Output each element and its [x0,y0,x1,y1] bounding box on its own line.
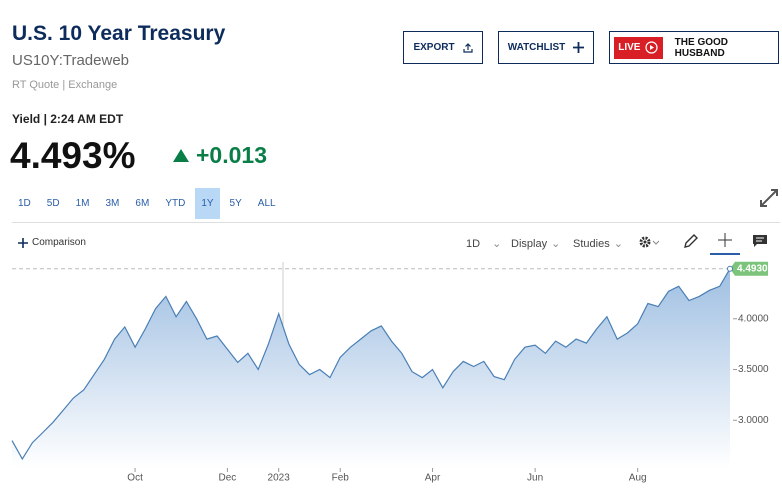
change-value: +0.013 [196,142,267,168]
draw-icon[interactable] [683,233,699,249]
interval-tool[interactable]: 1D ⌄ [466,237,502,251]
line [11,268,731,461]
live-button[interactable]: LIVE THE GOOD HUSBAND [609,31,779,64]
last-value-label: 4.4930 [737,263,768,274]
comparison-label: Comparison [32,237,86,248]
area-fill [12,268,730,468]
live-label: LIVE [618,42,641,53]
plus-icon [573,42,585,53]
last-value-tag [730,261,768,276]
play-icon [645,41,659,54]
interval-label: 1D [466,237,481,250]
studies-tool[interactable]: Studies ⌄ [573,237,623,251]
range-button[interactable]: 5Y [229,198,242,209]
range-button[interactable]: 6M [135,198,150,209]
show-label: THE GOOD HUSBAND [674,36,729,59]
range-button[interactable]: 3M [105,198,120,209]
price: 4.493% [10,135,136,176]
live-tag: LIVE [614,36,663,59]
x-tick-label: Aug [629,473,647,484]
yield-label: Yield | 2:24 AM EDT [12,112,124,126]
export-button[interactable]: EXPORT [403,31,483,64]
divider [12,222,780,223]
watchlist-label: WATCHLIST [507,42,566,53]
range-button[interactable]: ALL [257,198,276,209]
x-tick-label: Dec [219,473,237,484]
range-button[interactable]: 1M [75,198,90,209]
change: +0.013 [172,142,267,169]
export-label: EXPORT [413,42,455,53]
display-tool[interactable]: Display ⌄ [511,237,561,251]
expand-icon[interactable] [759,188,779,208]
comparison-tool[interactable]: Comparison [18,237,86,248]
source: RT Quote | Exchange [12,79,118,91]
range-button[interactable]: 1D [18,198,31,209]
y-tick-label: 3.5000 [738,364,769,375]
last-value-dot [727,265,733,272]
y-tick-label: 4.0000 [738,313,769,324]
x-tick-label: Jun [527,473,543,484]
crosshair-tool[interactable] [710,229,740,255]
crosshair-icon [718,233,732,247]
export-icon [462,42,473,53]
y-tick-label: 3.0000 [738,415,769,426]
display-label: Display [511,237,548,250]
range-button[interactable]: 5D [46,198,60,209]
x-tick-label: Feb [332,473,350,484]
title: U.S. 10 Year Treasury [12,22,226,45]
symbol: US10Y:Tradeweb [12,52,130,69]
range-button[interactable]: 1Y [195,188,220,219]
settings-icon[interactable] [638,235,662,249]
up-arrow [173,149,189,162]
range-button[interactable]: YTD [165,198,186,209]
studies-label: Studies [573,237,610,250]
watchlist-button[interactable]: WATCHLIST [498,31,594,64]
plus-icon [18,237,28,248]
x-tick-label: 2023 [268,473,291,484]
x-tick-label: Apr [425,473,441,484]
x-tick-label: Oct [127,473,143,484]
range-selector: 1D 5D 1M 3M 6M YTD 1Y 5Y ALL [12,188,286,219]
comment-icon[interactable] [752,234,768,248]
